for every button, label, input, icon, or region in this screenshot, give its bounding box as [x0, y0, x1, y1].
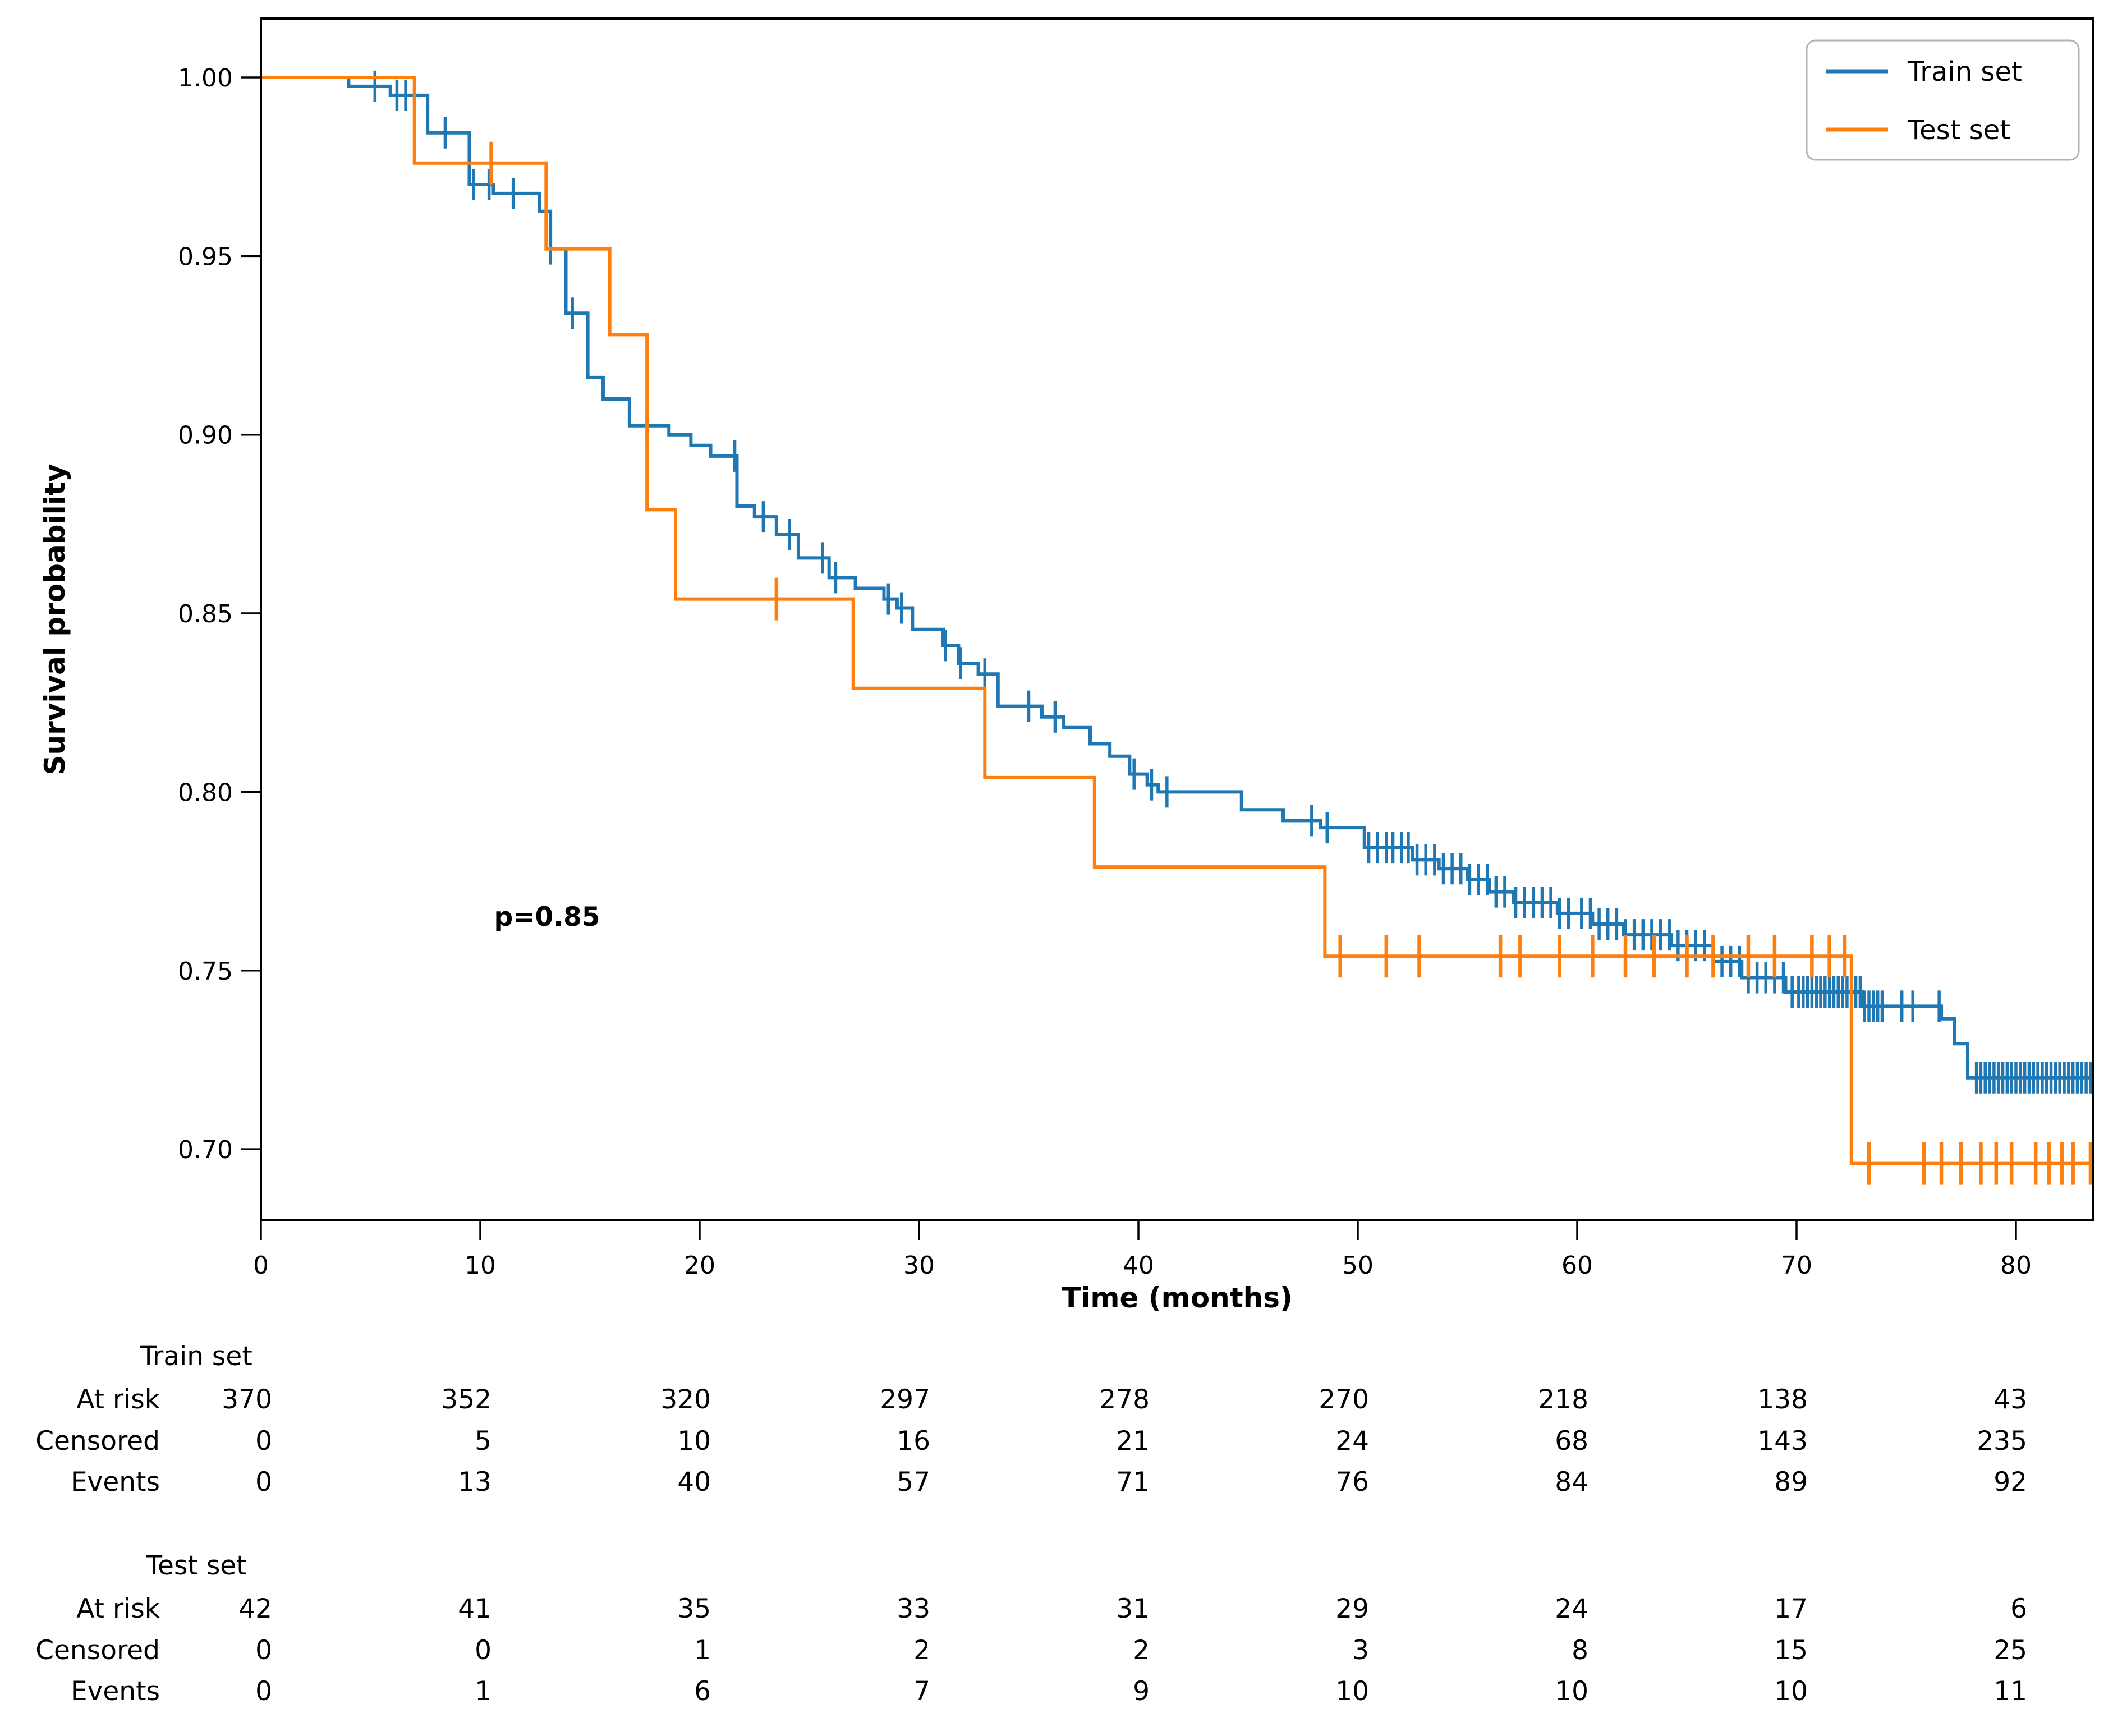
- risk-table-train: Train set At risk Censored Events: [35, 1341, 252, 1498]
- risk-row-label-at-risk: At risk: [76, 1593, 160, 1624]
- risk-table-values: 370 352 320 297 278 270 218 138 430 5 10 16 21 24 68 14…: [222, 1384, 2027, 1707]
- risk-count-cell: 10: [1555, 1676, 1588, 1707]
- risk-count-cell: 21: [1116, 1426, 1150, 1457]
- risk-count-cell: 92: [1993, 1467, 2027, 1498]
- x-tick-label: 40: [1123, 1251, 1154, 1280]
- risk-count-cell: 10: [677, 1426, 711, 1457]
- x-tick-label: 0: [253, 1251, 269, 1280]
- y-tick-label: 0.85: [178, 600, 233, 628]
- risk-count-cell: 43: [1993, 1384, 2027, 1415]
- y-tick-label: 1.00: [178, 64, 233, 93]
- y-axis-ticks: 0.70 0.75 0.80 0.85 0.90 0.95 1.00: [178, 64, 261, 1164]
- risk-count-cell: 138: [1757, 1384, 1808, 1415]
- risk-count-cell: 320: [660, 1384, 711, 1415]
- risk-count-cell: 9: [1133, 1676, 1150, 1707]
- risk-group-train-header: Train set: [140, 1341, 252, 1372]
- x-tick-label: 50: [1342, 1251, 1374, 1280]
- x-axis-label: Time (months): [1062, 1282, 1293, 1314]
- risk-count-cell: 57: [897, 1467, 930, 1498]
- test-set-survival-curve: [261, 76, 2093, 1165]
- risk-group-test-header: Test set: [145, 1550, 246, 1581]
- risk-count-cell: 76: [1335, 1467, 1369, 1498]
- risk-count-cell: 143: [1757, 1426, 1808, 1457]
- x-axis-ticks: 0 10 20 30 40 50 60 70 80: [253, 1220, 2032, 1280]
- legend-test-label: Test set: [1907, 114, 2010, 146]
- risk-count-cell: 0: [255, 1676, 272, 1707]
- risk-count-cell: 6: [2010, 1593, 2027, 1624]
- risk-count-cell: 5: [475, 1426, 491, 1457]
- x-tick-label: 60: [1561, 1251, 1593, 1280]
- risk-count-cell: 24: [1555, 1593, 1588, 1624]
- risk-count-cell: 3: [1352, 1635, 1369, 1666]
- risk-count-cell: 11: [1993, 1676, 2027, 1707]
- risk-count-cell: 25: [1993, 1635, 2027, 1666]
- risk-count-cell: 13: [458, 1467, 491, 1498]
- risk-table-test: Test set At risk Censored Events: [35, 1550, 246, 1707]
- risk-count-cell: 2: [913, 1635, 930, 1666]
- series-layer: [261, 70, 2093, 1185]
- risk-count-cell: 0: [255, 1467, 272, 1498]
- y-tick-label: 0.95: [178, 242, 233, 271]
- x-tick-label: 70: [1781, 1251, 1812, 1280]
- y-tick-label: 0.80: [178, 778, 233, 807]
- plot-area-border: [260, 17, 2094, 1221]
- risk-count-cell: 24: [1335, 1426, 1369, 1457]
- risk-row-label-censored: Censored: [35, 1635, 160, 1666]
- y-tick-label: 0.75: [178, 957, 233, 986]
- risk-count-cell: 15: [1774, 1635, 1808, 1666]
- risk-count-cell: 17: [1774, 1593, 1808, 1624]
- risk-count-cell: 1: [694, 1635, 711, 1666]
- risk-count-cell: 370: [222, 1384, 272, 1415]
- p-value-annotation: p=0.85: [494, 902, 600, 933]
- risk-count-cell: 0: [255, 1426, 272, 1457]
- x-tick-label: 30: [903, 1251, 935, 1280]
- x-tick-label: 80: [2000, 1251, 2032, 1280]
- risk-count-cell: 235: [1977, 1426, 2027, 1457]
- risk-count-cell: 31: [1116, 1593, 1150, 1624]
- risk-count-cell: 33: [897, 1593, 930, 1624]
- risk-count-cell: 10: [1335, 1676, 1369, 1707]
- risk-count-cell: 278: [1099, 1384, 1150, 1415]
- legend-train-label: Train set: [1907, 56, 2022, 88]
- risk-row-label-censored: Censored: [35, 1426, 160, 1457]
- x-tick-label: 20: [684, 1251, 715, 1280]
- risk-count-cell: 84: [1555, 1467, 1588, 1498]
- risk-row-label-at-risk: At risk: [76, 1384, 160, 1415]
- test-set-censor-marks: [489, 141, 2093, 1185]
- risk-count-cell: 218: [1538, 1384, 1588, 1415]
- risk-row-label-events: Events: [71, 1676, 160, 1707]
- risk-row-label-events: Events: [71, 1467, 160, 1498]
- risk-count-cell: 270: [1319, 1384, 1369, 1415]
- risk-count-cell: 6: [694, 1676, 711, 1707]
- y-tick-label: 0.90: [178, 421, 233, 450]
- x-tick-label: 10: [465, 1251, 496, 1280]
- risk-count-cell: 42: [238, 1593, 272, 1624]
- risk-count-cell: 89: [1774, 1467, 1808, 1498]
- risk-count-cell: 29: [1335, 1593, 1369, 1624]
- risk-count-cell: 7: [913, 1676, 930, 1707]
- y-tick-label: 0.70: [178, 1136, 233, 1164]
- risk-count-cell: 40: [677, 1467, 711, 1498]
- risk-count-cell: 0: [255, 1635, 272, 1666]
- risk-count-cell: 1: [475, 1676, 491, 1707]
- train-set-censor-marks: [373, 70, 2092, 1094]
- risk-count-cell: 297: [880, 1384, 930, 1415]
- legend: Train set Test set: [1806, 39, 2080, 161]
- risk-count-cell: 10: [1774, 1676, 1808, 1707]
- risk-count-cell: 2: [1133, 1635, 1150, 1666]
- risk-count-cell: 71: [1116, 1467, 1150, 1498]
- risk-count-cell: 8: [1572, 1635, 1588, 1666]
- risk-count-cell: 41: [458, 1593, 491, 1624]
- risk-count-cell: 352: [441, 1384, 491, 1415]
- y-axis-label: Survival probability: [39, 464, 71, 775]
- risk-count-cell: 0: [475, 1635, 491, 1666]
- risk-count-cell: 16: [897, 1426, 930, 1457]
- risk-count-cell: 68: [1555, 1426, 1588, 1457]
- risk-count-cell: 35: [677, 1593, 711, 1624]
